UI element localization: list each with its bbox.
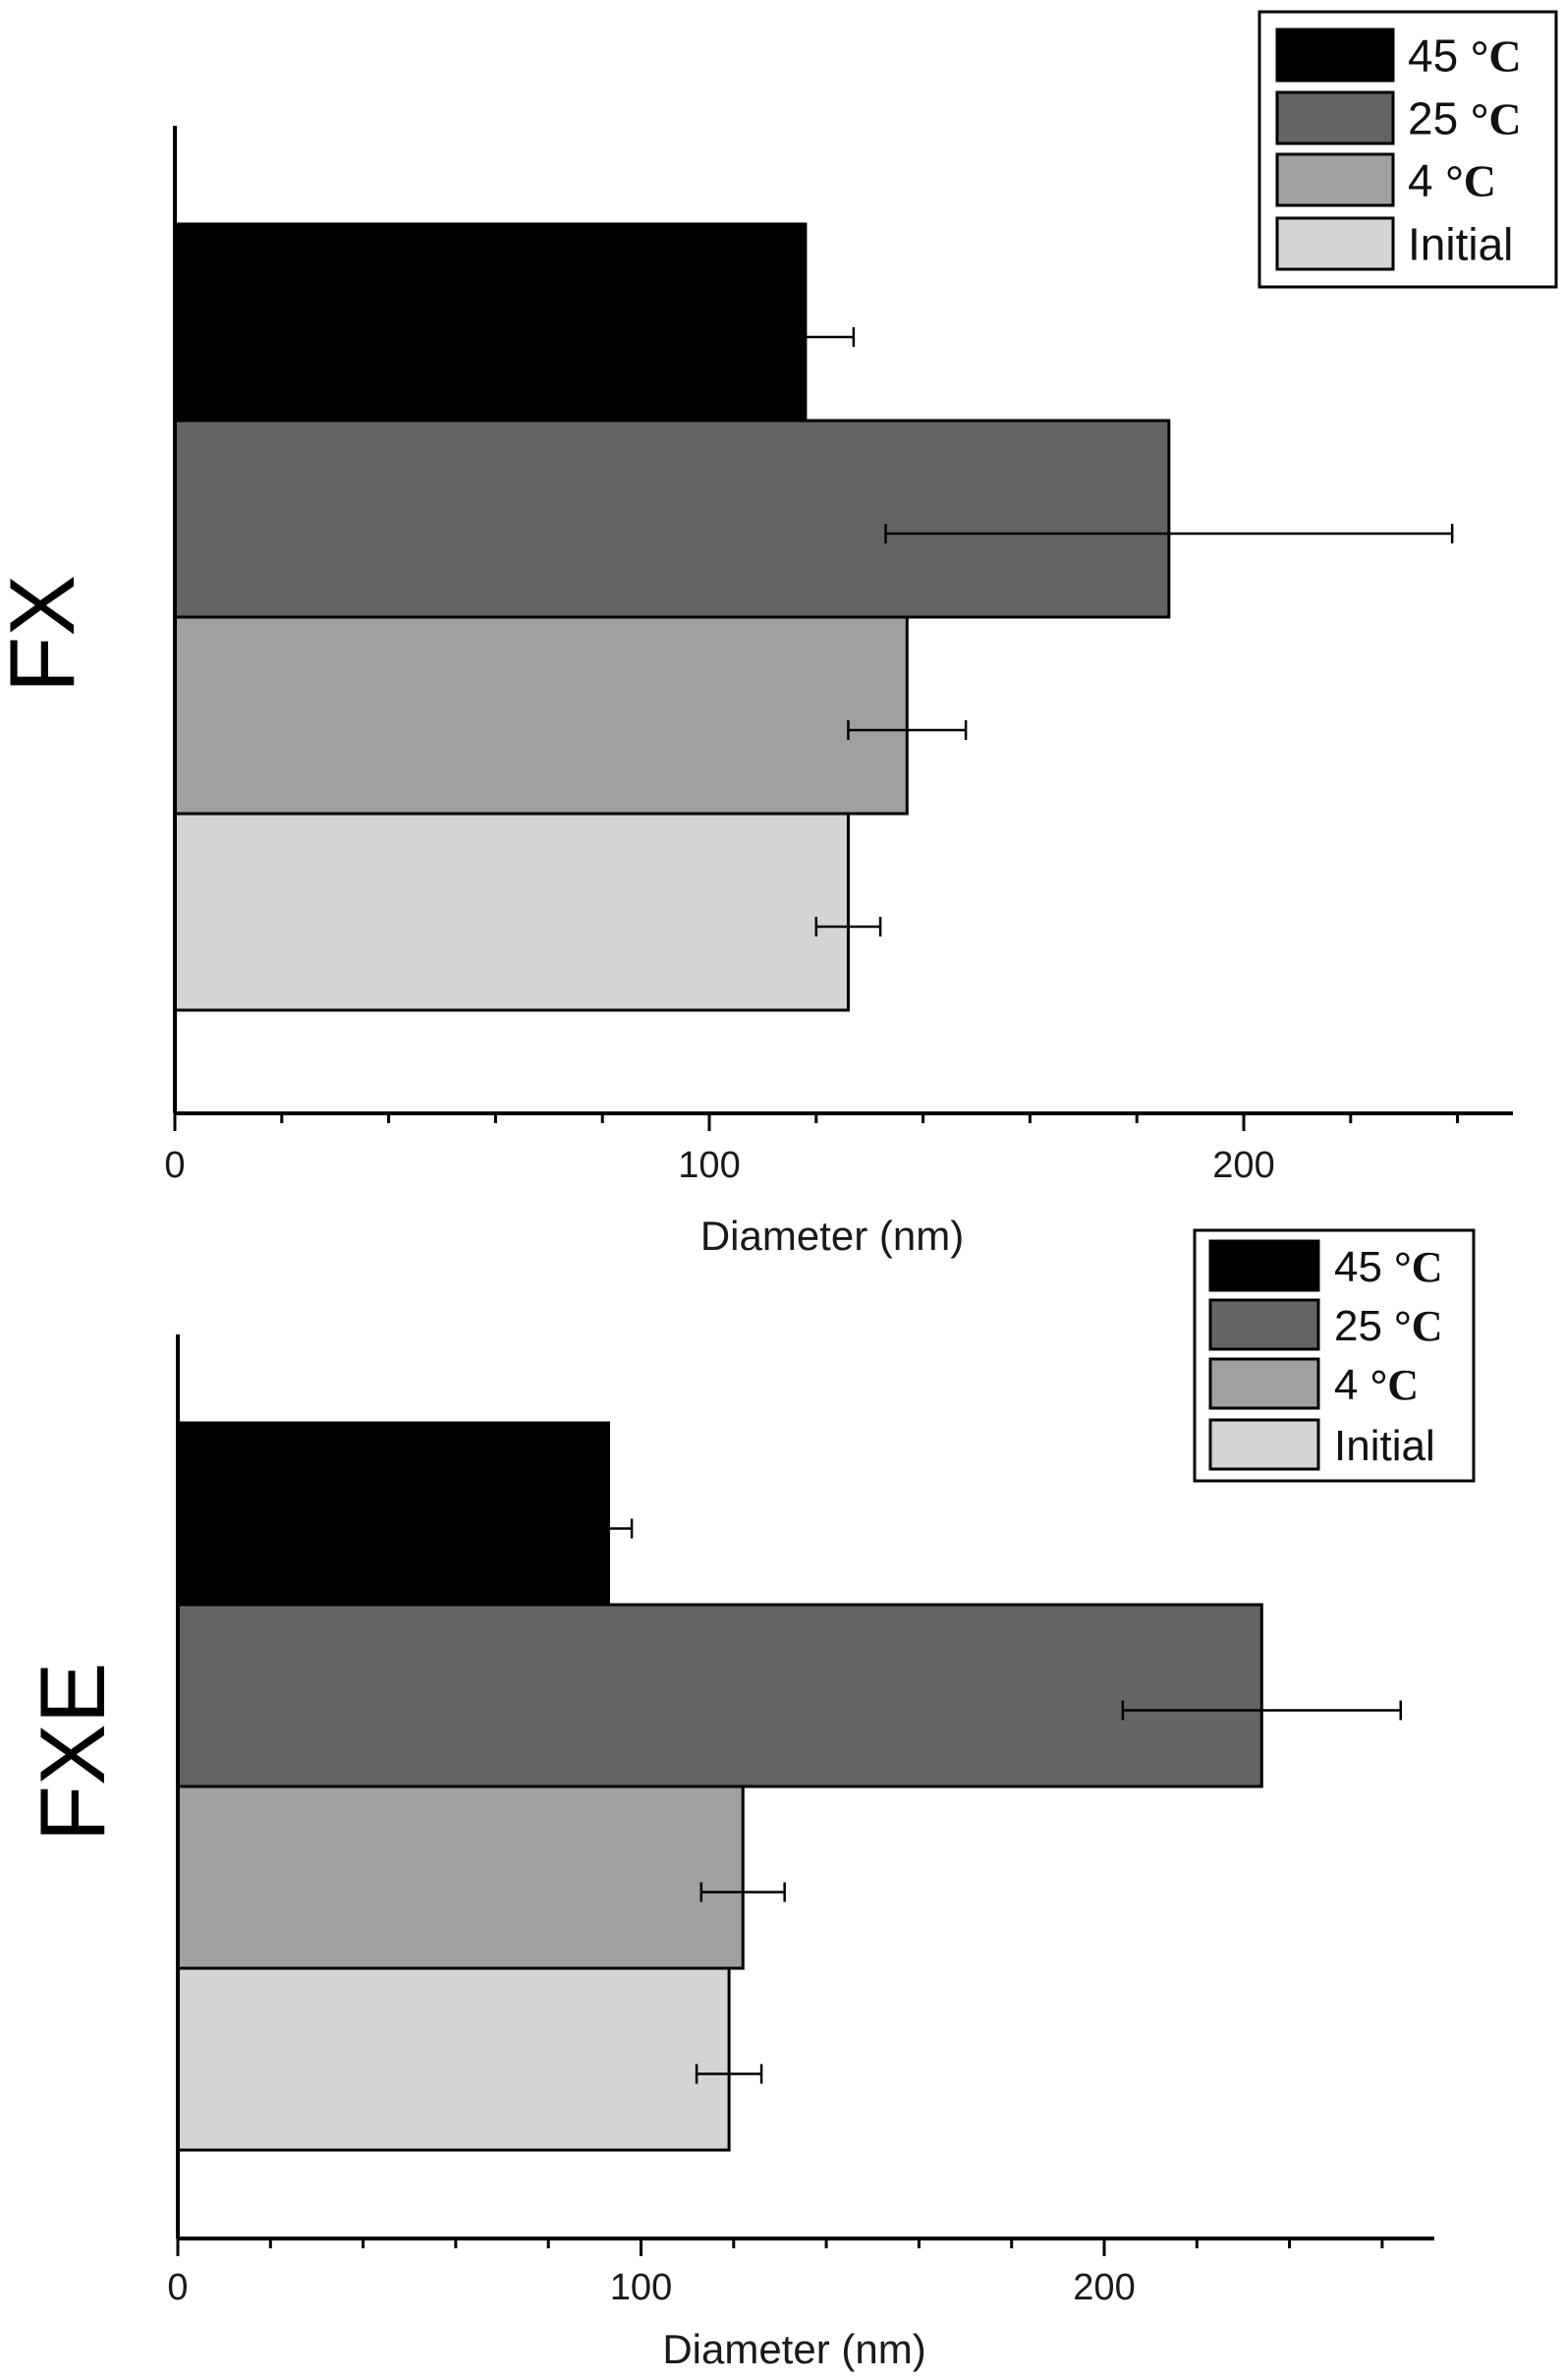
fx-x-tick-label-0: 0 (164, 1145, 185, 1186)
fxe-legend-label-4-c: 4 °C (1334, 1361, 1419, 1409)
fxe-bar-initial (176, 1966, 731, 2152)
fx-legend-label-initial: Initial (1408, 219, 1513, 270)
fx-legend-label-25-c: 25 °C (1408, 93, 1522, 144)
fxe-bar-45-c (176, 1421, 610, 1607)
fx-legend-swatch-45-c (1275, 28, 1395, 83)
fx-bar-initial (173, 812, 850, 1012)
fxe-legend-label-45-c: 45 °C (1334, 1243, 1443, 1291)
fx-x-tick-label-100: 100 (678, 1145, 740, 1186)
fxe-x-axis-title: Diameter (nm) (662, 2326, 925, 2372)
fxe-legend-swatch-4-c (1208, 1357, 1320, 1410)
fxe-bar-4-c (176, 1785, 745, 1970)
fxe-legend-swatch-45-c (1208, 1239, 1320, 1292)
fxe-x-tick-label-100: 100 (610, 2267, 672, 2308)
fxe-x-tick-label-200: 200 (1073, 2267, 1135, 2308)
fxe-legend-swatch-initial (1208, 1418, 1320, 1471)
fx-bar-45-c (173, 222, 808, 423)
fxe-panel-label: FXE (21, 1663, 124, 1842)
fx-legend-swatch-initial (1275, 216, 1395, 271)
fxe-legend-label-25-c: 25 °C (1334, 1302, 1443, 1350)
fxe-x-tick-label-0: 0 (167, 2267, 188, 2308)
fx-x-tick-label-200: 200 (1212, 1145, 1274, 1186)
fxe-legend-label-initial: Initial (1334, 1422, 1435, 1470)
fx-legend-swatch-4-c (1275, 152, 1395, 207)
fx-legend-swatch-25-c (1275, 90, 1395, 145)
fx-legend-label-4-c: 4 °C (1408, 155, 1496, 206)
fx-panel-label: FX (0, 575, 93, 693)
fx-bar-25-c (173, 419, 1171, 619)
fx-bar-4-c (173, 615, 909, 816)
fx-x-axis-title: Diameter (nm) (700, 1213, 964, 1259)
fxe-bar-25-c (176, 1603, 1263, 1788)
fx-legend-label-45-c: 45 °C (1408, 30, 1522, 82)
fxe-legend-swatch-25-c (1208, 1298, 1320, 1351)
